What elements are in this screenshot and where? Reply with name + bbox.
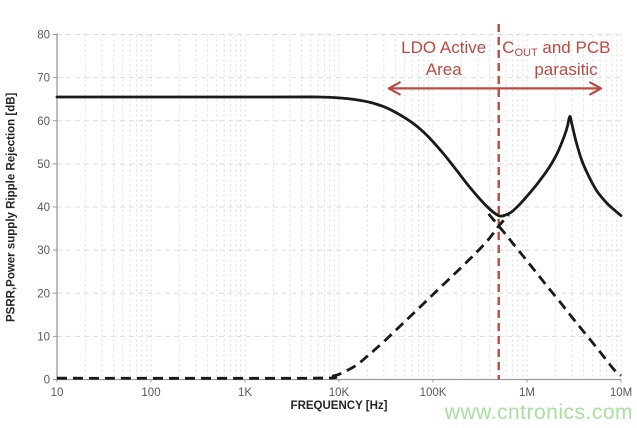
y-tick-label: 80 xyxy=(37,30,50,42)
y-tick-label: 60 xyxy=(37,116,50,128)
cout-pcb-label-line1: COUT and PCB xyxy=(502,38,610,59)
cout-pcb-label-part: and PCB xyxy=(538,38,611,57)
cout-impedance-rising-dashed-curve xyxy=(56,213,510,380)
ldo-active-area-label-line1: LDO Active xyxy=(401,38,486,57)
y-tick-labels: 0 10 20 30 40 50 60 70 80 xyxy=(37,30,50,387)
parasitic-falling-dashed-curve xyxy=(487,212,622,377)
x-tick-label: 10K xyxy=(329,387,350,399)
y-tick-label: 70 xyxy=(37,73,50,85)
x-axis-title: FREQUENCY [Hz] xyxy=(290,400,388,412)
x-tick-label: 100 xyxy=(141,387,160,399)
psrr-response-solid-curve xyxy=(55,95,623,218)
axes xyxy=(53,33,622,383)
y-tick-label: 30 xyxy=(37,245,50,257)
cout-pcb-label-part: C xyxy=(502,38,514,57)
arrow-head-right xyxy=(589,81,603,96)
y-tick-label: 10 xyxy=(37,331,50,343)
x-tick-label: 100K xyxy=(420,387,447,399)
y-tick-label: 50 xyxy=(37,159,50,171)
cout-pcb-label-line2: parasitic xyxy=(534,60,598,79)
watermark: www.cntronics.com xyxy=(444,401,633,424)
y-tick-label: 40 xyxy=(37,202,50,214)
gridlines xyxy=(57,34,622,380)
x-tick-labels: 10 100 1K 10K 100K 1M 10M xyxy=(51,387,633,399)
x-tick-label: 1K xyxy=(238,387,252,399)
y-tick-label: 0 xyxy=(44,375,50,387)
y-tick-label: 20 xyxy=(37,288,50,300)
arrow-head-left xyxy=(387,81,401,96)
x-tick-label: 10M xyxy=(610,387,632,399)
ldo-active-area-label-line2: Area xyxy=(426,60,462,79)
series-curves xyxy=(55,95,623,380)
x-tick-label: 1M xyxy=(519,387,535,399)
x-tick-label: 10 xyxy=(51,387,64,399)
cout-pcb-label-part: OUT xyxy=(514,47,538,59)
y-axis-title: PSRR,Power supply Ripple Rejection [dB] xyxy=(5,92,18,322)
